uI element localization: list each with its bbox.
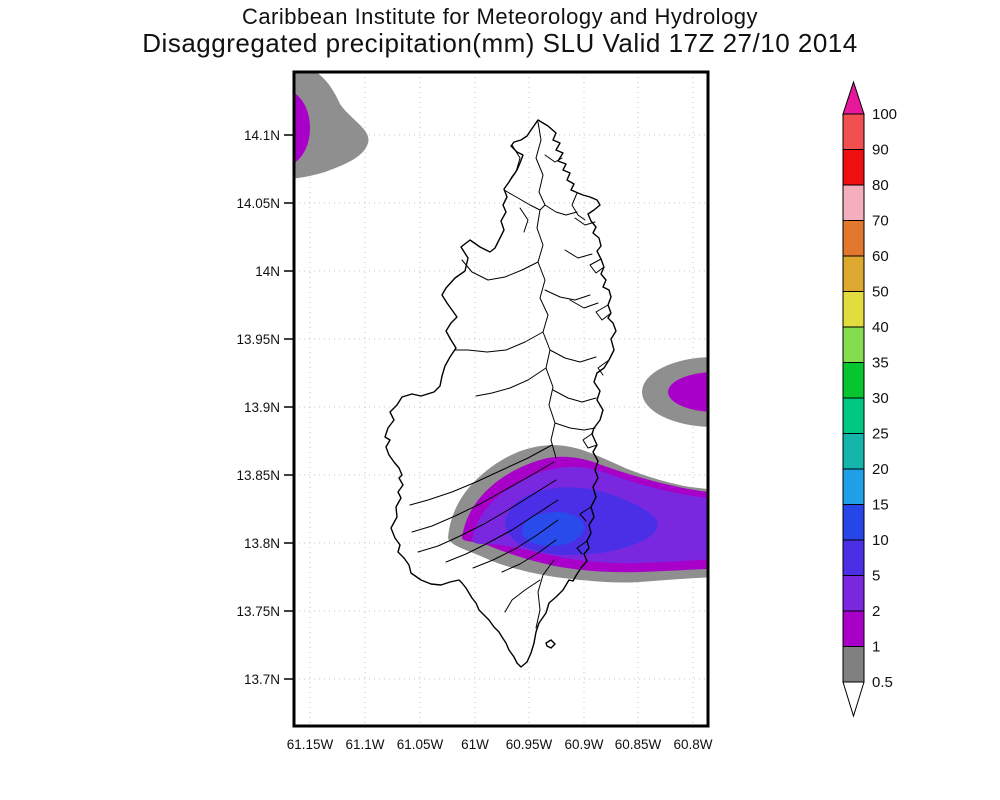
xtick-label-61.15W: 61.15W — [287, 737, 334, 752]
contour-nw-purple — [295, 93, 310, 163]
colorbar-label-40: 40 — [872, 319, 889, 336]
contour-main-core — [522, 511, 584, 547]
colorbar-segment-14 — [842, 610, 865, 647]
ytick-label-14.05N: 14.05N — [236, 196, 280, 211]
contour-east-purple — [668, 372, 707, 412]
xtick-label-60.8W: 60.8W — [673, 737, 712, 752]
colorbar-legend: 100 90 80 70 60 50 40 35 30 25 20 15 10 5 2 1 0.5 — [842, 80, 897, 718]
colorbar-label-15: 15 — [872, 497, 889, 514]
colorbar-label-50: 50 — [872, 284, 889, 301]
colorbar-label-60: 60 — [872, 248, 889, 265]
colorbar-under-arrow-icon — [842, 681, 865, 718]
colorbar-label-25: 25 — [872, 426, 889, 443]
colorbar-segment-6 — [842, 326, 865, 363]
colorbar-label-30: 30 — [872, 390, 889, 407]
colorbar-label-10: 10 — [872, 532, 889, 549]
xtick-label-60.95W: 60.95W — [506, 737, 553, 752]
chart-title-institute: Caribbean Institute for Meteorology and … — [241, 4, 759, 29]
colorbar-segment-13 — [842, 575, 865, 612]
chart-title-valid: Disaggregated precipitation(mm) SLU Vali… — [142, 28, 858, 58]
ytick-label-14.1N: 14.1N — [244, 128, 280, 143]
watershed-boundaries — [409, 121, 612, 629]
islet — [545, 639, 556, 649]
xtick-label-61.1W: 61.1W — [345, 737, 384, 752]
ytick-label-14N: 14N — [255, 264, 280, 279]
grid-lines — [294, 72, 708, 726]
xtick-label-60.85W: 60.85W — [615, 737, 662, 752]
ytick-label-13.8N: 13.8N — [244, 536, 280, 551]
colorbar-label-5: 5 — [872, 568, 880, 585]
colorbar-label-20: 20 — [872, 461, 889, 478]
colorbar-label-70: 70 — [872, 213, 889, 230]
colorbar-label-0.5: 0.5 — [872, 674, 893, 691]
axis-labels: 14.1N 14.05N 14N 13.95N 13.9N 13.85N 13.8N 13.7… — [236, 128, 712, 752]
ytick-label-13.85N: 13.85N — [236, 468, 280, 483]
colorbar-label-90: 90 — [872, 142, 889, 159]
colorbar-segment-7 — [842, 362, 865, 399]
xtick-label-61W: 61W — [461, 737, 489, 752]
ytick-label-13.95N: 13.95N — [236, 332, 280, 347]
ytick-label-13.7N: 13.7N — [244, 672, 280, 687]
colorbar-label-35: 35 — [872, 355, 889, 372]
contour-east-gray — [642, 357, 707, 427]
colorbar-segment-8 — [842, 397, 865, 434]
colorbar-segment-12 — [842, 539, 865, 576]
saint-lucia-island — [384, 119, 617, 668]
colorbar-segment-5 — [842, 291, 865, 328]
colorbar-over-arrow-icon — [842, 80, 865, 115]
colorbar-label-100: 100 — [872, 106, 897, 123]
contour-layer — [295, 73, 707, 583]
colorbar-label-2: 2 — [872, 603, 880, 620]
xtick-label-60.9W: 60.9W — [564, 737, 603, 752]
ytick-label-13.9N: 13.9N — [244, 400, 280, 415]
colorbar-label-1: 1 — [872, 639, 880, 656]
xtick-label-61.05W: 61.05W — [397, 737, 444, 752]
colorbar-segment-11 — [842, 504, 865, 541]
colorbar-segment-4 — [842, 255, 865, 292]
colorbar-segment-2 — [842, 184, 865, 221]
coastline — [384, 119, 617, 668]
colorbar-segment-0 — [842, 113, 865, 150]
colorbar-segment-9 — [842, 433, 865, 470]
contour-nw-gray — [295, 73, 369, 179]
colorbar-segment-10 — [842, 468, 865, 505]
colorbar-segment-1 — [842, 149, 865, 186]
colorbar-segment-3 — [842, 220, 865, 257]
ytick-label-13.75N: 13.75N — [236, 604, 280, 619]
colorbar-label-80: 80 — [872, 177, 889, 194]
plot-border — [292, 70, 710, 728]
colorbar-segment-15 — [842, 646, 865, 683]
